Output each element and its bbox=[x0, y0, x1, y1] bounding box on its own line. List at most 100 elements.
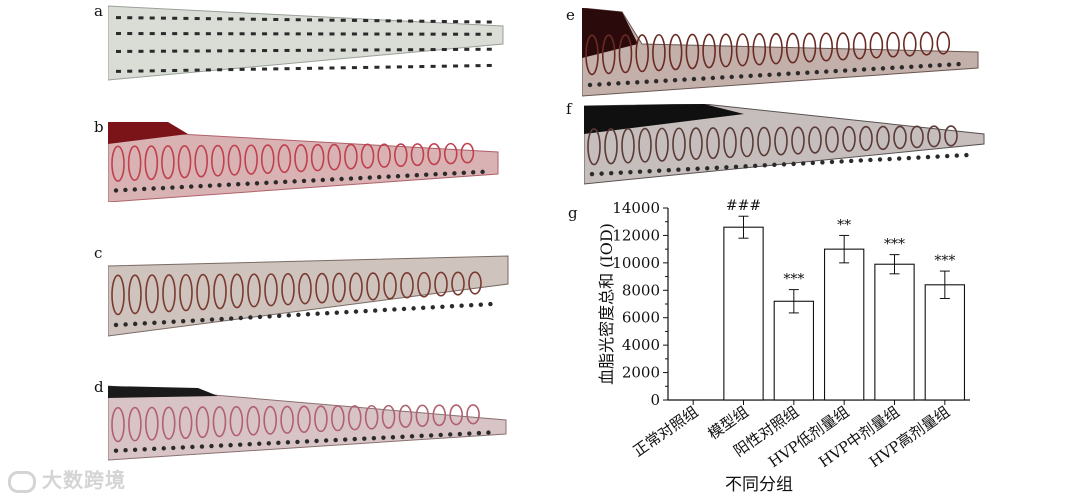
pigment-dot bbox=[283, 179, 288, 185]
significance-label: ### bbox=[726, 198, 761, 214]
vertebra-mark bbox=[327, 143, 342, 171]
pigment-dot bbox=[138, 49, 144, 53]
pigment-dot bbox=[318, 48, 324, 52]
pigment-dot bbox=[928, 63, 933, 68]
pigment-dot bbox=[239, 67, 245, 71]
pigment-dot bbox=[374, 32, 380, 36]
pigment-dot bbox=[441, 64, 447, 68]
pigment-dot bbox=[676, 167, 681, 172]
pigment-dot bbox=[419, 32, 425, 36]
vertebra-mark bbox=[601, 34, 616, 75]
pigment-dot bbox=[433, 172, 438, 177]
pigment-dot bbox=[239, 32, 245, 36]
zebrafish-tail-image-e bbox=[582, 8, 979, 97]
pigment-dot bbox=[217, 68, 223, 72]
zebrafish-tail-image-d bbox=[108, 385, 507, 461]
vertebra-mark bbox=[398, 404, 413, 428]
pigment-dot bbox=[464, 20, 470, 24]
pigment-dot bbox=[597, 82, 602, 87]
vertebra-mark bbox=[212, 406, 227, 438]
y-tick-label: 14000 bbox=[612, 199, 660, 217]
pigment-dot bbox=[401, 306, 407, 312]
pigment-dot bbox=[757, 73, 763, 78]
vertebra-mark bbox=[719, 33, 733, 68]
x-tick-label: 正常对照组 bbox=[630, 403, 702, 461]
pigment-dot bbox=[334, 310, 339, 315]
pigment-dot bbox=[284, 67, 290, 71]
pigment-dot bbox=[149, 16, 155, 20]
pigment-dot bbox=[441, 32, 447, 36]
pigment-dot bbox=[127, 32, 133, 36]
panel-b bbox=[108, 122, 504, 202]
pigment-dot bbox=[257, 441, 262, 446]
pigment-dot bbox=[945, 153, 950, 159]
pigment-dot bbox=[205, 68, 211, 72]
pigment-dot bbox=[452, 171, 457, 176]
pigment-dot bbox=[776, 72, 782, 77]
panel-label-b: b bbox=[94, 118, 104, 136]
pigment-dot bbox=[351, 32, 357, 36]
pigment-dot bbox=[311, 178, 316, 183]
pigment-dot bbox=[301, 178, 307, 184]
y-tick-label: 0 bbox=[650, 391, 660, 409]
pigment-dot bbox=[386, 174, 391, 179]
pigment-dot bbox=[710, 75, 716, 81]
vertebra-mark bbox=[415, 404, 430, 428]
pigment-dot bbox=[277, 313, 282, 319]
pigment-dot bbox=[183, 68, 189, 72]
vertebra-mark bbox=[331, 405, 345, 432]
pigment-dot bbox=[172, 16, 178, 20]
pigment-dot bbox=[464, 32, 470, 36]
pigment-dot bbox=[273, 17, 279, 21]
pigment-dot bbox=[113, 188, 119, 193]
pigment-dot bbox=[464, 64, 470, 68]
vertebra-mark bbox=[281, 273, 295, 306]
pigment-dot bbox=[852, 67, 857, 73]
pigment-dot bbox=[228, 32, 234, 36]
pigment-dot bbox=[172, 68, 178, 72]
vertebra-mark bbox=[449, 404, 463, 426]
pigment-dot bbox=[657, 168, 662, 173]
vertebra-mark bbox=[280, 405, 294, 434]
bar bbox=[874, 263, 915, 401]
vertebra-mark bbox=[315, 272, 329, 304]
y-axis-label: 血脂光密度总和 (IOD) bbox=[597, 223, 616, 385]
pigment-dot bbox=[250, 17, 256, 21]
vertebra-mark bbox=[434, 271, 448, 297]
pigment-dot bbox=[205, 49, 211, 53]
pigment-dot bbox=[172, 49, 178, 53]
vertebra-mark bbox=[944, 125, 958, 147]
vertebra-mark bbox=[128, 406, 142, 442]
vertebra-mark bbox=[347, 405, 362, 431]
pigment-dot bbox=[486, 20, 492, 24]
pigment-dot bbox=[205, 17, 211, 21]
pigment-dot bbox=[262, 32, 268, 36]
pigment-dot bbox=[385, 32, 391, 36]
vertebra-mark bbox=[903, 31, 917, 57]
pigment-dot bbox=[599, 171, 604, 176]
pigment-dot bbox=[295, 439, 300, 445]
pigment-dot bbox=[333, 437, 338, 443]
vertebra-mark bbox=[869, 31, 884, 59]
panel-label-g: g bbox=[568, 204, 578, 222]
pigment-dot bbox=[245, 181, 250, 186]
pigment-dot bbox=[295, 67, 301, 71]
pigment-dot bbox=[839, 159, 844, 164]
vertebra-mark bbox=[706, 127, 720, 160]
pigment-dot bbox=[273, 180, 278, 185]
vertebra-mark bbox=[587, 128, 601, 166]
vertebra-mark bbox=[366, 272, 380, 301]
pigment-dot bbox=[430, 19, 436, 23]
pigment-dot bbox=[618, 170, 623, 175]
pigment-dot bbox=[814, 69, 819, 75]
pigment-dot bbox=[772, 162, 777, 168]
pigment-dot bbox=[199, 444, 205, 449]
pigment-dot bbox=[284, 48, 290, 52]
panel-c bbox=[108, 248, 512, 338]
pigment-dot bbox=[824, 69, 829, 74]
bar bbox=[823, 248, 865, 401]
vertebra-mark bbox=[294, 144, 308, 173]
pigment-dot bbox=[956, 61, 961, 67]
iod-bar-chart: 0 2000 4000 6000 8000 10000 12000 14000 正常对照组 ###… bbox=[568, 198, 970, 495]
pigment-dot bbox=[475, 47, 481, 51]
